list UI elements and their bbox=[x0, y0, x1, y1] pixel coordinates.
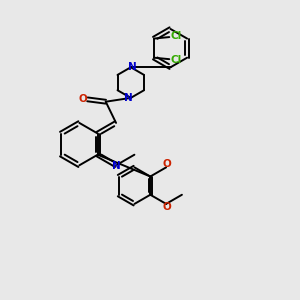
Text: N: N bbox=[128, 62, 137, 72]
Text: O: O bbox=[163, 202, 171, 212]
Text: Cl: Cl bbox=[170, 32, 182, 41]
Text: O: O bbox=[78, 94, 87, 104]
Text: N: N bbox=[124, 93, 133, 103]
Text: O: O bbox=[163, 159, 171, 170]
Text: Cl: Cl bbox=[170, 55, 182, 65]
Text: N: N bbox=[112, 161, 121, 171]
